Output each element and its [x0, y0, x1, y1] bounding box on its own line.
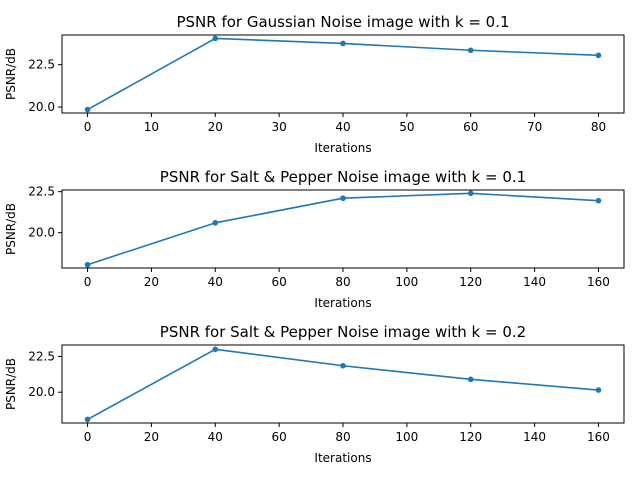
subplot-1-yticks: 20.0 22.5: [28, 58, 62, 114]
subplot-3-xlabel: Iterations: [314, 451, 371, 465]
subplot-3-ytick-label: 20.0: [28, 385, 55, 399]
subplot-3-data-point: [467, 376, 474, 383]
subplot-1-ytick-label: 22.5: [28, 58, 55, 72]
subplot-1-data-point: [595, 52, 602, 59]
subplot-1-ytick-label: 20.0: [28, 100, 55, 114]
subplot-3-xtick-label: 80: [335, 430, 350, 444]
subplot-1-data-point: [340, 40, 346, 47]
subplot-3-ylabel: PSNR/dB: [4, 358, 18, 410]
subplot-1-xtick-label: 10: [144, 120, 159, 134]
subplot-3-data-point: [212, 346, 219, 353]
subplot-2-frame: [61, 189, 625, 269]
subplot-1-series: [84, 35, 602, 113]
subplot-1-title: PSNR for Gaussian Noise image with k = 0…: [176, 13, 509, 31]
subplot-1-data-point: [467, 47, 474, 54]
subplot-2-series: [84, 190, 602, 268]
subplot-1-xtick-label: 20: [208, 120, 223, 134]
subplot-1-xtick-label: 80: [591, 120, 606, 134]
subplot-1-xtick-label: 50: [399, 120, 414, 134]
subplot-2-xtick-label: 20: [144, 275, 159, 289]
subplot-1: PSNR for Gaussian Noise image with k = 0…: [4, 13, 625, 155]
subplot-2-xtick-label: 80: [335, 275, 350, 289]
subplot-3-xtick-label: 100: [395, 430, 418, 444]
subplot-3-title: PSNR for Salt & Pepper Noise image with …: [160, 323, 526, 341]
subplot-2-ytick-label: 22.5: [28, 185, 55, 199]
subplot-1-xlabel: Iterations: [314, 141, 371, 155]
subplot-2-ylabel: PSNR/dB: [4, 203, 18, 255]
subplot-3: PSNR for Salt & Pepper Noise image with …: [4, 323, 625, 465]
subplot-2: PSNR for Salt & Pepper Noise image with …: [4, 168, 625, 310]
subplot-2-xtick-label: 40: [208, 275, 223, 289]
subplot-2-data-point: [467, 190, 474, 197]
subplot-3-data-point: [340, 362, 346, 369]
subplot-3-yticks: 20.0 22.5: [28, 349, 62, 399]
subplot-2-data-point: [595, 197, 602, 204]
subplot-2-data-point: [84, 261, 91, 268]
subplot-3-xtick-label: 140: [523, 430, 546, 444]
subplot-1-xtick-label: 60: [463, 120, 478, 134]
subplot-1-data-point: [84, 106, 91, 113]
subplot-2-xlabel: Iterations: [314, 296, 371, 310]
subplot-1-xtick-label: 30: [271, 120, 286, 134]
subplot-1-xtick-label: 40: [335, 120, 350, 134]
subplot-3-series: [84, 346, 602, 423]
subplot-1-ylabel: PSNR/dB: [4, 48, 18, 100]
subplot-2-yticks: 20.0 22.5: [28, 185, 62, 240]
subplot-1-frame: [61, 34, 625, 114]
subplot-3-xtick-label: 120: [459, 430, 482, 444]
subplot-2-xticks: 0 20 40 60 80 100 120 140 160: [84, 268, 610, 289]
subplot-2-title: PSNR for Salt & Pepper Noise image with …: [160, 168, 526, 186]
subplot-2-ytick-label: 20.0: [28, 226, 55, 240]
subplot-2-xtick-label: 0: [84, 275, 92, 289]
subplot-3-frame: [61, 344, 625, 424]
subplot-3-xticks: 0 20 40 60 80 100 120 140 160: [84, 423, 610, 444]
subplot-1-xtick-label: 70: [527, 120, 542, 134]
subplot-1-xticks: 0 10 20 30 40 50 60 70 80: [84, 113, 606, 134]
subplot-3-data-point: [595, 387, 602, 393]
subplot-3-xtick-label: 0: [84, 430, 92, 444]
subplot-3-ytick-label: 22.5: [28, 349, 55, 363]
subplot-1-data-point: [212, 35, 219, 42]
subplot-2-xtick-label: 60: [271, 275, 286, 289]
subplot-3-xtick-label: 40: [208, 430, 223, 444]
subplot-2-xtick-label: 140: [523, 275, 546, 289]
subplot-2-data-point: [212, 220, 219, 226]
subplot-3-xtick-label: 20: [144, 430, 159, 444]
subplot-2-data-point: [340, 195, 346, 202]
subplot-2-xtick-label: 160: [587, 275, 610, 289]
subplot-3-xtick-label: 60: [271, 430, 286, 444]
subplot-1-xtick-label: 0: [84, 120, 92, 134]
subplot-2-xtick-label: 100: [395, 275, 418, 289]
subplot-2-xtick-label: 120: [459, 275, 482, 289]
subplot-3-xtick-label: 160: [587, 430, 610, 444]
subplot-3-data-point: [84, 416, 91, 423]
